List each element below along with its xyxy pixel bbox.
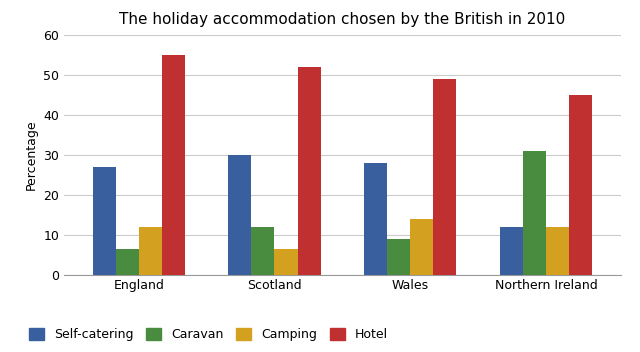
Title: The holiday accommodation chosen by the British in 2010: The holiday accommodation chosen by the … [119,12,566,27]
Bar [569,95,592,275]
Bar [162,55,185,275]
Y-axis label: Percentage: Percentage [24,120,38,190]
Bar [298,67,321,275]
Bar [275,249,298,275]
Bar [546,227,569,275]
Bar [116,249,139,275]
Bar [252,227,275,275]
Bar [387,239,410,275]
Bar [500,227,523,275]
Bar [410,219,433,275]
Bar [139,227,162,275]
Bar [364,163,387,275]
Legend: Self-catering, Caravan, Camping, Hotel: Self-catering, Caravan, Camping, Hotel [26,324,392,345]
Bar [228,155,252,275]
Bar [93,167,116,275]
Bar [523,151,546,275]
Bar [433,79,456,275]
